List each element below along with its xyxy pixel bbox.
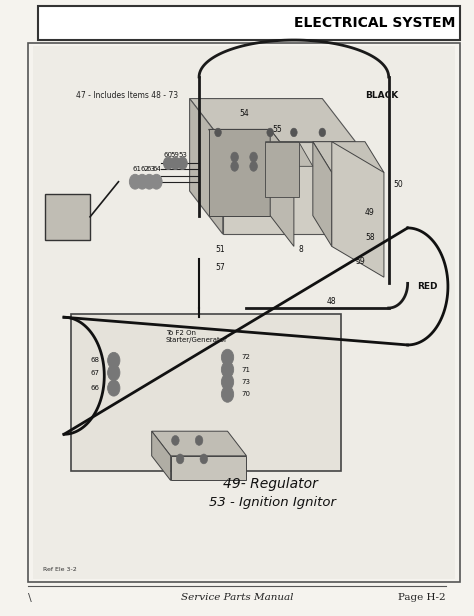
- FancyBboxPatch shape: [33, 46, 455, 579]
- Circle shape: [319, 128, 326, 137]
- Text: Ref Ele 3-2: Ref Ele 3-2: [43, 567, 76, 572]
- Polygon shape: [270, 129, 294, 246]
- Polygon shape: [209, 129, 270, 216]
- Text: BLACK: BLACK: [365, 91, 398, 100]
- Circle shape: [250, 161, 257, 171]
- Polygon shape: [190, 99, 356, 142]
- Circle shape: [221, 362, 234, 378]
- Text: 64: 64: [153, 166, 162, 172]
- Text: 54: 54: [239, 110, 249, 118]
- Text: Service Parts Manual: Service Parts Manual: [181, 593, 293, 602]
- Text: 72: 72: [242, 354, 251, 360]
- FancyBboxPatch shape: [45, 194, 90, 240]
- Text: Page H-2: Page H-2: [398, 593, 446, 602]
- FancyBboxPatch shape: [38, 6, 460, 40]
- Text: 66: 66: [91, 385, 100, 391]
- Circle shape: [129, 174, 141, 189]
- Polygon shape: [171, 456, 246, 480]
- FancyBboxPatch shape: [71, 314, 341, 471]
- Text: 48: 48: [327, 298, 337, 306]
- Circle shape: [108, 365, 120, 381]
- Circle shape: [221, 374, 234, 390]
- Polygon shape: [265, 142, 299, 197]
- Circle shape: [267, 128, 273, 137]
- Circle shape: [108, 352, 120, 368]
- Text: ELECTRICAL SYSTEM: ELECTRICAL SYSTEM: [294, 17, 455, 30]
- Text: 53 - Ignition Ignitor: 53 - Ignition Ignitor: [209, 495, 336, 509]
- Polygon shape: [223, 142, 356, 234]
- Text: 50: 50: [393, 180, 403, 189]
- Circle shape: [137, 174, 148, 189]
- Circle shape: [172, 436, 179, 445]
- Text: 47 - Includes Items 48 - 73: 47 - Includes Items 48 - 73: [76, 91, 178, 100]
- Circle shape: [176, 454, 184, 464]
- Circle shape: [200, 454, 208, 464]
- Text: 55: 55: [273, 125, 283, 134]
- Polygon shape: [190, 99, 223, 234]
- Text: 67: 67: [91, 370, 100, 376]
- Text: 49- Regulator: 49- Regulator: [223, 477, 318, 490]
- Circle shape: [171, 157, 180, 169]
- Text: To F2 On
Starter/Generator: To F2 On Starter/Generator: [166, 330, 228, 343]
- Text: 51: 51: [216, 245, 225, 254]
- Polygon shape: [313, 142, 332, 246]
- Text: 73: 73: [242, 379, 251, 385]
- Circle shape: [151, 174, 162, 189]
- Circle shape: [291, 128, 297, 137]
- Text: 60: 60: [164, 152, 173, 158]
- Text: 53: 53: [178, 152, 187, 158]
- FancyBboxPatch shape: [28, 43, 460, 582]
- Text: 63: 63: [146, 166, 155, 172]
- Circle shape: [215, 128, 221, 137]
- Circle shape: [231, 152, 238, 162]
- Text: 59: 59: [356, 257, 365, 266]
- Text: 61: 61: [133, 166, 142, 172]
- Circle shape: [108, 380, 120, 396]
- Text: 70: 70: [242, 391, 251, 397]
- Polygon shape: [209, 129, 294, 160]
- Circle shape: [144, 174, 155, 189]
- Circle shape: [231, 161, 238, 171]
- Text: 57: 57: [216, 264, 226, 272]
- Polygon shape: [313, 142, 384, 172]
- Circle shape: [195, 436, 203, 445]
- Circle shape: [221, 349, 234, 365]
- Text: 58: 58: [365, 233, 374, 241]
- Polygon shape: [332, 142, 384, 277]
- Text: RED: RED: [417, 282, 438, 291]
- Text: 8: 8: [299, 245, 303, 254]
- Circle shape: [178, 157, 187, 169]
- Circle shape: [164, 157, 173, 169]
- Polygon shape: [152, 431, 171, 480]
- Circle shape: [250, 152, 257, 162]
- Text: 62: 62: [140, 166, 149, 172]
- Polygon shape: [152, 431, 246, 456]
- Polygon shape: [265, 142, 313, 166]
- Circle shape: [221, 386, 234, 402]
- Text: 71: 71: [242, 367, 251, 373]
- Text: 49: 49: [365, 208, 375, 217]
- Text: 68: 68: [91, 357, 100, 363]
- Text: 59: 59: [171, 152, 180, 158]
- Text: \: \: [28, 593, 32, 602]
